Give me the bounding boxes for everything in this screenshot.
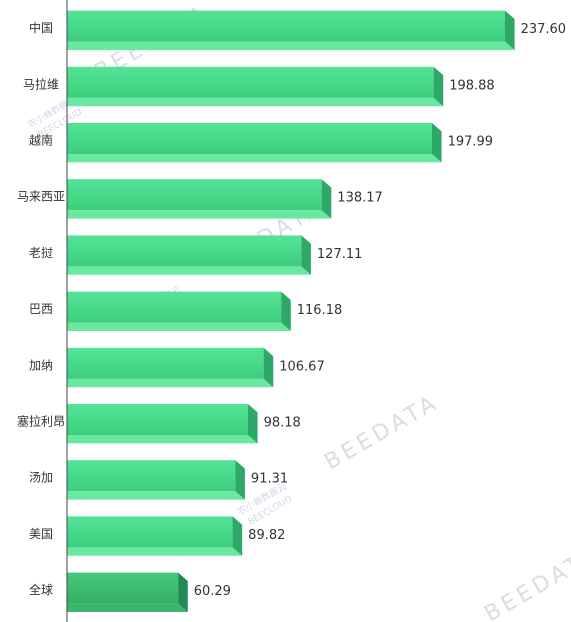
category-label: 塞拉利昂 (17, 414, 65, 429)
value-label: 91.31 (251, 472, 288, 487)
bar-group: 美国 89.82 (29, 516, 285, 556)
bar-side-face (505, 10, 515, 51)
value-label: 116.18 (297, 303, 343, 318)
bar (67, 179, 322, 211)
bar-bottom-face (67, 547, 243, 556)
bar (67, 404, 248, 435)
bar-side-face (321, 179, 332, 219)
bar-bottom-face (67, 41, 515, 50)
bar-side-face (433, 66, 444, 107)
bar-bottom-face (67, 378, 274, 388)
value-label: 197.99 (448, 135, 494, 150)
category-label: 汤加 (29, 471, 53, 485)
value-label: 106.67 (279, 359, 325, 374)
bar (67, 347, 264, 379)
bar (67, 516, 233, 548)
bar-side-face (247, 404, 258, 444)
bar (67, 66, 434, 98)
category-label: 全球 (29, 582, 53, 597)
bar-group: 塞拉利昂 98.18 (17, 404, 301, 444)
value-label: 89.82 (248, 528, 285, 543)
value-label: 237.60 (521, 22, 567, 37)
bar-group: 汤加 91.31 (29, 460, 288, 500)
value-label: 198.88 (449, 78, 495, 93)
bars-layer: 中国 237.60 马拉维 198.88 越南 197.99 马来西亚 138.17 老挝 127… (17, 10, 567, 612)
value-label: 60.29 (194, 584, 231, 599)
bar-bottom-face (67, 210, 332, 219)
bar (67, 123, 432, 154)
bar-side-face (431, 123, 442, 163)
watermark-main-4: BEEDATA (481, 542, 571, 622)
bar-group: 马拉维 198.88 (23, 66, 495, 107)
bar-side-face (178, 572, 188, 612)
category-label: 中国 (29, 20, 53, 35)
bar-bottom-face (67, 266, 311, 275)
bar-group: 加纳 106.67 (29, 347, 325, 388)
value-label: 127.11 (317, 247, 363, 262)
bar-bottom-face (67, 154, 442, 163)
category-label: 越南 (29, 133, 53, 148)
bar-bottom-face (67, 322, 291, 331)
category-label: 加纳 (29, 358, 53, 372)
bar (67, 291, 282, 323)
bar-bottom-face (67, 491, 245, 500)
category-label: 老挝 (29, 246, 53, 260)
bar-side-face (263, 347, 274, 388)
bar-group: 全球 60.29 (29, 572, 231, 612)
category-label: 巴西 (29, 302, 53, 316)
bar-side-face (301, 235, 311, 275)
bar-side-face (232, 516, 243, 556)
bar-group: 越南 197.99 (29, 123, 494, 163)
bar-side-face (235, 460, 245, 500)
bar (67, 572, 179, 604)
category-label: 马拉维 (23, 76, 59, 91)
category-label: 美国 (29, 527, 53, 541)
bar (67, 10, 505, 42)
value-label: 138.17 (337, 191, 383, 206)
bar-bottom-face (67, 603, 188, 612)
bar (67, 235, 302, 267)
bar-group: 巴西 116.18 (29, 291, 343, 331)
bar (67, 460, 236, 492)
bar-group: 中国 237.60 (29, 10, 567, 51)
watermark-main-3: BEEDATA (321, 390, 444, 475)
bar-bottom-face (67, 97, 444, 107)
bar-group: 马来西亚 138.17 (17, 179, 383, 219)
category-label: 马来西亚 (17, 190, 65, 204)
value-label: 98.18 (264, 416, 301, 431)
bar-bottom-face (67, 435, 258, 444)
bar-side-face (281, 291, 291, 331)
bar-group: 老挝 127.11 (29, 235, 363, 275)
